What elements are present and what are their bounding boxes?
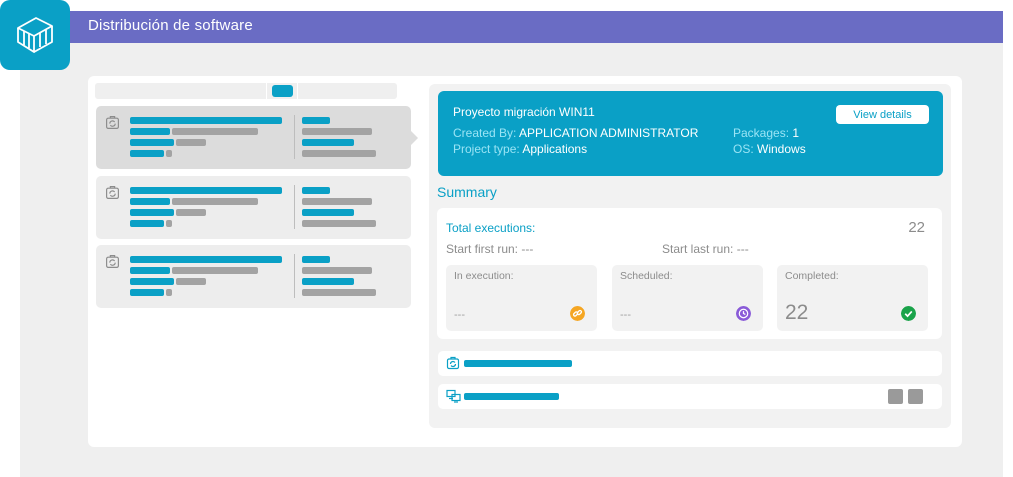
placeholder-bar: [464, 393, 559, 400]
placeholder-bar: [302, 139, 354, 146]
logo-icon: [17, 17, 53, 53]
packages-value: 1: [792, 126, 800, 140]
start-first-run: Start first run: ---: [446, 242, 534, 256]
placeholder-bar: [130, 128, 170, 135]
devices-section[interactable]: [438, 384, 942, 409]
project-type-label: Project type:: [453, 142, 520, 156]
os-label: OS:: [733, 142, 754, 156]
placeholder-bar: [176, 139, 206, 146]
link-icon: [570, 306, 585, 321]
placeholder-bar: [302, 220, 376, 227]
placeholder-bar: [302, 150, 376, 157]
stat-value: ---: [620, 309, 631, 321]
check-icon: [901, 306, 916, 321]
filter-separator: [297, 83, 298, 99]
list-item-divider: [294, 254, 295, 298]
placeholder-bar: [166, 220, 172, 227]
placeholder-bar: [302, 209, 354, 216]
project-list-item[interactable]: [96, 176, 411, 239]
placeholder-bar: [130, 139, 174, 146]
stat-label: Completed:: [785, 270, 839, 282]
packages-section[interactable]: [438, 351, 942, 376]
view-details-button[interactable]: View details: [836, 105, 929, 124]
project-list-item[interactable]: [96, 106, 418, 169]
placeholder-bar: [130, 256, 282, 263]
packages-label: Packages:: [733, 126, 790, 140]
stat-in-execution: In execution: ---: [446, 265, 597, 331]
placeholder-square[interactable]: [908, 389, 923, 404]
project-list-item[interactable]: [96, 245, 411, 308]
placeholder-bar: [302, 267, 372, 274]
placeholder-bar: [130, 117, 282, 124]
top-bar: [20, 11, 1003, 43]
filter-toggle[interactable]: [272, 85, 293, 97]
selected-indicator: [410, 130, 418, 146]
package-icon: [106, 116, 119, 129]
stat-label: Scheduled:: [620, 270, 673, 282]
placeholder-bar: [130, 267, 170, 274]
placeholder-bar: [176, 278, 206, 285]
package-icon: [106, 186, 119, 199]
created-by: Created By: APPLICATION ADMINISTRATOR: [453, 126, 698, 140]
project-title: Proyecto migración WIN11: [453, 105, 595, 119]
placeholder-bar: [130, 187, 282, 194]
packages: Packages: 1: [733, 126, 799, 140]
placeholder-bar: [130, 150, 164, 157]
total-executions-value: 22: [908, 219, 925, 236]
placeholder-bar: [166, 289, 172, 296]
placeholder-bar: [130, 220, 164, 227]
placeholder-bar: [464, 360, 572, 367]
app-logo: [0, 0, 70, 70]
devices-icon: [446, 389, 461, 403]
filter-separator: [266, 83, 267, 99]
placeholder-bar: [302, 198, 372, 205]
placeholder-bar: [302, 278, 354, 285]
stat-completed: Completed: 22: [777, 265, 928, 331]
list-item-divider: [294, 115, 295, 159]
placeholder-bar: [302, 128, 372, 135]
list-item-divider: [294, 185, 295, 229]
placeholder-bar: [130, 198, 170, 205]
placeholder-bar: [172, 267, 258, 274]
stat-value: ---: [454, 309, 465, 321]
placeholder-bar: [302, 289, 376, 296]
package-icon: [106, 255, 119, 268]
placeholder-bar: [176, 209, 206, 216]
stat-value: 22: [785, 301, 809, 324]
list-filter-bar[interactable]: [95, 83, 397, 99]
placeholder-bar: [302, 256, 330, 263]
placeholder-square[interactable]: [888, 389, 903, 404]
package-icon: [446, 356, 460, 370]
stat-scheduled: Scheduled: ---: [612, 265, 763, 331]
os: OS: Windows: [733, 142, 806, 156]
placeholder-bar: [130, 209, 174, 216]
placeholder-bar: [172, 128, 258, 135]
created-by-value: APPLICATION ADMINISTRATOR: [519, 126, 699, 140]
start-last-run: Start last run: ---: [662, 242, 749, 256]
os-value: Windows: [757, 142, 806, 156]
placeholder-bar: [166, 150, 172, 157]
summary-heading: Summary: [437, 184, 497, 200]
app-title: Distribución de software: [88, 17, 253, 34]
placeholder-bar: [130, 278, 174, 285]
stat-label: In execution:: [454, 270, 514, 282]
clock-icon: [736, 306, 751, 321]
created-by-label: Created By:: [453, 126, 517, 140]
placeholder-bar: [172, 198, 258, 205]
placeholder-bar: [302, 187, 330, 194]
placeholder-bar: [302, 117, 330, 124]
project-type-value: Applications: [522, 142, 588, 156]
placeholder-bar: [130, 289, 164, 296]
project-type: Project type: Applications: [453, 142, 587, 156]
total-executions-label: Total executions:: [446, 221, 536, 235]
